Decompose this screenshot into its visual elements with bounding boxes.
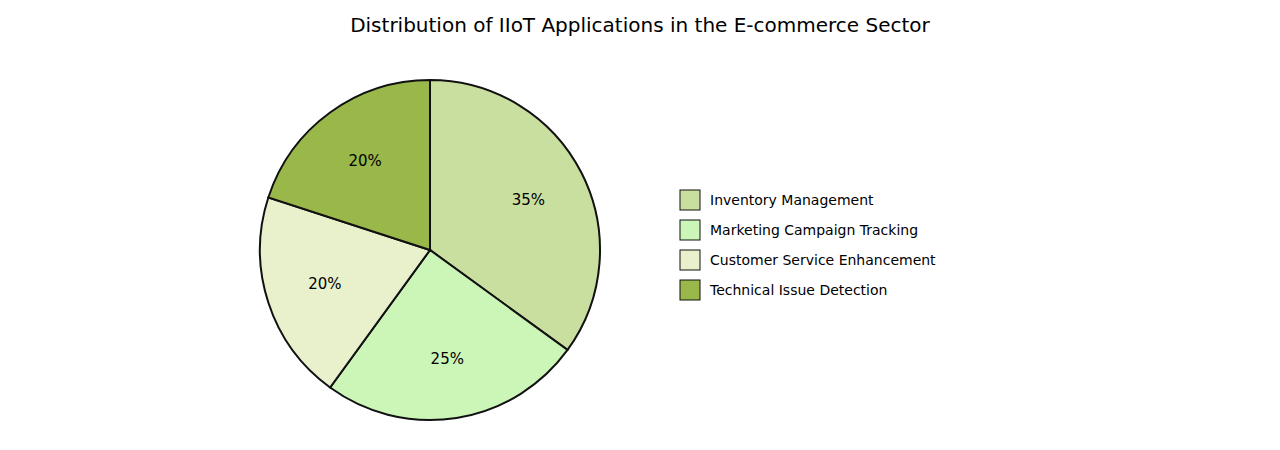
data-label: 20%: [308, 275, 341, 293]
chart: Distribution of IIoT Applications in the…: [0, 0, 1280, 450]
legend-label: Marketing Campaign Tracking: [710, 222, 918, 238]
legend-item: Marketing Campaign Tracking: [680, 220, 918, 240]
legend-label: Inventory Management: [710, 192, 874, 208]
legend-item: Inventory Management: [680, 190, 874, 210]
title: Distribution of IIoT Applications in the…: [350, 13, 930, 37]
data-label: 25%: [431, 350, 464, 368]
pie: [260, 80, 600, 420]
legend: Inventory Management Marketing Campaign T…: [680, 190, 936, 300]
legend-swatch: [680, 190, 700, 210]
legend-swatch: [680, 280, 700, 300]
legend-label: Technical Issue Detection: [709, 282, 887, 298]
slice: [268, 80, 430, 250]
data-labels: 35% 25% 20% 20%: [308, 152, 545, 369]
legend-label: Customer Service Enhancement: [710, 252, 936, 268]
data-label: 35%: [512, 191, 545, 209]
legend-swatch: [680, 220, 700, 240]
legend-swatch: [680, 250, 700, 270]
data-label: 20%: [348, 152, 381, 170]
legend-item: Technical Issue Detection: [680, 280, 887, 300]
legend-item: Customer Service Enhancement: [680, 250, 936, 270]
